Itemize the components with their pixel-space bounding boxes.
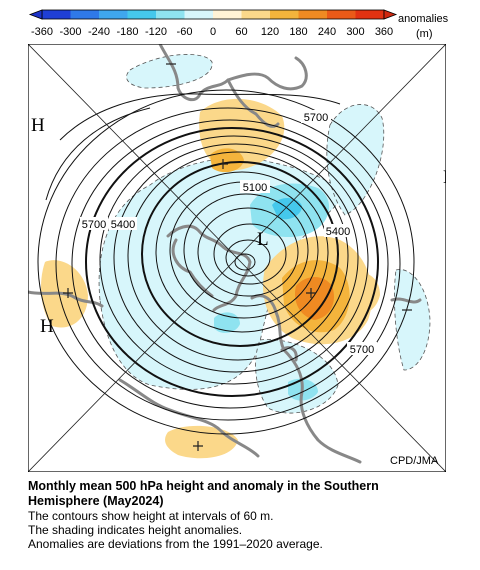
colorbar-tick: -300 [59,26,81,38]
height-contours [37,89,415,435]
colorbar-tick: -240 [88,26,110,38]
colorbar-segment [184,10,214,19]
colorbar-segment [241,10,271,19]
positive-center-marker [63,288,73,298]
map-frame-diagonals [28,44,446,472]
caption-line-shading: The shading indicates height anomalies. [28,523,243,537]
colorbar-unit-label: anomalies [398,13,449,25]
caption-line-contours: The contours show height at intervals of… [28,509,274,523]
height-anomaly-map: 5700 5100 5700 5400 5400 5700 H H H L CP… [28,44,446,472]
contour-label: 5400 [326,226,350,238]
colorbar-tick: 60 [235,26,247,38]
coastlines [28,44,422,464]
colorbar-tick: 120 [261,26,279,38]
colorbar-high-arrow [383,9,398,20]
colorbar-tick: 180 [289,26,307,38]
colorbar-tick: -360 [31,26,53,38]
colorbar-tick: 360 [375,26,393,38]
anomaly-center-markers [63,63,412,451]
colorbar-unit: (m) [416,28,433,40]
colorbar-segment [270,10,299,19]
colorbar-segment [355,10,385,19]
caption-title-line1: Monthly mean 500 hPa height and anomaly … [28,479,379,493]
colorbar-segment [70,10,100,19]
colorbar-tick: -120 [145,26,167,38]
colorbar-segment [298,10,328,19]
negative-anomaly-bottom [255,339,339,414]
negative-anomaly-far-right [394,269,431,371]
positive-center-marker [306,288,316,298]
figure-caption: Monthly mean 500 hPa height and anomaly … [28,479,468,551]
colorbar-segments [42,10,385,19]
colorbar-segment [213,10,242,19]
map-credit: CPD/JMA [390,455,439,467]
positive-anomaly-center-core [294,277,334,320]
contour-label: 5400 [111,219,135,231]
negative-anomaly-top [126,54,213,89]
positive-anomaly-top-core [210,148,244,173]
colorbar-tick: -60 [177,26,193,38]
contour-labels: 5700 5100 5700 5400 5400 5700 [80,110,377,356]
colorbar-segment [156,10,185,19]
anomaly-colorbar: -360 -300 -240 -180 -120 -60 0 60 120 18… [28,9,449,40]
high-pressure-label: H [40,316,54,337]
colorbar-tick: 0 [210,26,216,38]
caption-title-line2: Hemisphere (May2024) [28,494,164,508]
contour-label: 5700 [82,219,106,231]
caption-title: Monthly mean 500 hPa height and anomaly … [28,479,468,509]
colorbar-tick: 300 [346,26,364,38]
positive-center-marker [193,441,203,451]
colorbar-segment [327,10,356,19]
positive-center-marker [218,159,228,169]
colorbar-low-arrow [28,9,43,20]
high-pressure-label: H [31,115,45,136]
positive-anomaly-right-small [350,272,380,313]
contour-label: 5700 [350,344,374,356]
colorbar-segment [42,10,71,19]
high-pressure-label: H [443,167,446,188]
contour-label: 5700 [304,112,328,124]
colorbar-tick: -180 [116,26,138,38]
colorbar-segment [127,10,157,19]
contour-label: 5100 [243,182,267,194]
colorbar-segment [99,10,128,19]
colorbar-tick-labels: -360 -300 -240 -180 -120 -60 0 60 120 18… [31,26,393,38]
caption-line-anomalies: Anomalies are deviations from the 1991–2… [28,537,323,551]
low-pressure-label: L [257,229,269,250]
colorbar-tick: 240 [318,26,336,38]
